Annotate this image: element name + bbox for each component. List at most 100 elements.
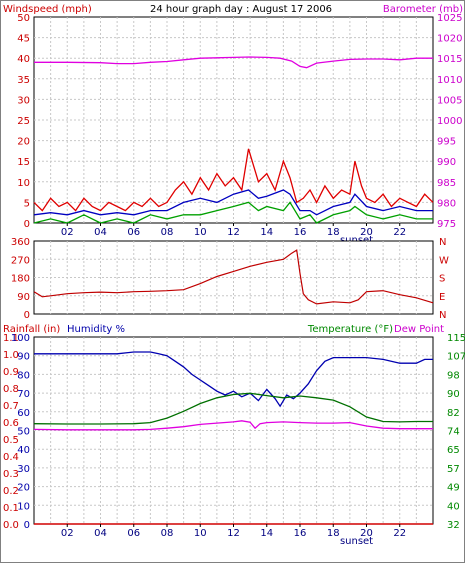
wind-baro-plot-area: [33, 16, 434, 224]
humidity-tick-label: 70: [17, 389, 30, 400]
humidity-temp-x-tick-label: 10: [194, 528, 207, 539]
temperature-tick-label: 107: [447, 352, 465, 363]
rainfall-tick-label: 1.0: [3, 350, 19, 361]
windspeed-tick-label: 30: [17, 95, 30, 106]
wind-baro-x-tick-label: 18: [327, 227, 340, 238]
barometer-tick-label: 1000: [437, 116, 462, 127]
wind-direction-tick-label: 180: [11, 274, 30, 285]
wind-series-line: [33, 148, 434, 212]
humidity-temp-x-tick-label: 04: [94, 528, 107, 539]
humidity-series-line: [34, 351, 433, 408]
temperature-tick-label: 49: [447, 483, 460, 494]
rainfall-tick-label: 0.9: [3, 367, 19, 378]
rainfall-tick-label: 0.8: [3, 384, 19, 395]
wind-direction-series-line: [33, 249, 434, 305]
humidity-temp-x-tick-label: 18: [327, 528, 340, 539]
windspeed-tick-label: 50: [17, 13, 30, 24]
temperature-tick-label: 57: [447, 464, 460, 475]
windspeed-tick-label: 35: [17, 75, 30, 86]
windspeed-tick-label: 25: [17, 116, 30, 127]
rainfall-axis-label: Rainfall (in): [3, 324, 60, 335]
windspeed-axis-label: Windspeed (mph): [3, 4, 92, 15]
compass-point-label: E: [439, 292, 445, 303]
dew-point-axis-label: Dew Point: [394, 324, 444, 335]
wind-baro-x-tick-label: 02: [61, 227, 74, 238]
wind-baro-x-tick-label: 22: [393, 227, 406, 238]
windspeed-tick-label: 15: [17, 157, 30, 168]
humidity-tick-label: 60: [17, 408, 30, 419]
humidity-temp-x-tick-label: 16: [294, 528, 307, 539]
wind-baro-x-tick-label: 20: [360, 227, 373, 238]
wind-direction-tick-label: 270: [11, 255, 30, 266]
humidity-tick-label: 80: [17, 370, 30, 381]
rainfall-tick-label: 0.2: [3, 486, 19, 497]
humidity-temp-x-tick-label: 12: [227, 528, 240, 539]
humidity-tick-label: 30: [17, 464, 30, 475]
wind-series-line: [33, 201, 433, 224]
compass-point-label: W: [439, 255, 449, 266]
barometer-tick-label: 990: [437, 157, 456, 168]
temperature-tick-label: 115: [447, 333, 465, 344]
wind-baro-x-tick-label: 16: [294, 227, 307, 238]
windspeed-tick-label: 20: [17, 137, 30, 148]
wind-baro-x-tick-label: 14: [260, 227, 273, 238]
wind-baro-x-tick-label: 04: [94, 227, 107, 238]
chart-title: 24 hour graph day : August 17 2006: [150, 4, 332, 15]
wind-baro-x-tick-label: 06: [127, 227, 140, 238]
humidity-temp-x-tick-label: 20: [360, 528, 373, 539]
humidity-tick-label: 20: [17, 483, 30, 494]
windspeed-tick-label: 40: [17, 54, 30, 65]
humidity-axis-label: Humidity %: [67, 324, 125, 335]
humidity-tick-label: 100: [11, 333, 30, 344]
humidity-tick-label: 90: [17, 352, 30, 363]
rainfall-tick-label: 0.6: [3, 418, 19, 429]
dew-point-series-line: [33, 420, 433, 431]
temperature-tick-label: 32: [447, 520, 460, 531]
rainfall-tick-label: 0.0: [3, 520, 19, 531]
barometer-tick-label: 1020: [437, 34, 462, 45]
rainfall-tick-label: 1.1: [3, 333, 19, 344]
windspeed-tick-label: 0: [24, 219, 30, 230]
barometer-tick-label: 1010: [437, 75, 462, 86]
compass-point-label: N: [439, 237, 446, 248]
barometer-tick-label: 980: [437, 198, 456, 209]
humidity-temp-x-tick-label: 02: [61, 528, 74, 539]
wind-series-line: [33, 189, 433, 216]
barometer-tick-label: 1015: [437, 54, 462, 65]
barometer-tick-label: 975: [437, 219, 456, 230]
barometer-axis-label: Barometer (mb): [383, 4, 463, 15]
temperature-axis-label: Temperature (°F): [307, 324, 393, 335]
humidity-tick-label: 10: [17, 501, 30, 512]
temperature-tick-label: 74: [447, 427, 460, 438]
wind-direction-tick-label: 0: [24, 310, 30, 321]
windspeed-tick-label: 45: [17, 34, 30, 45]
humidity-temp-x-tick-label: 08: [161, 528, 174, 539]
compass-point-label: N: [439, 310, 446, 321]
rainfall-tick-label: 0.5: [3, 435, 19, 446]
rainfall-tick-label: 0.7: [3, 401, 19, 412]
temperature-series-line: [33, 392, 433, 425]
barometer-tick-label: 995: [437, 137, 456, 148]
rainfall-tick-label: 0.3: [3, 469, 19, 480]
rainfall-tick-label: 0.1: [3, 503, 19, 514]
barometer-tick-label: 1005: [437, 95, 462, 106]
compass-point-label: S: [439, 274, 445, 285]
humidity-tick-label: 50: [17, 427, 30, 438]
temperature-tick-label: 90: [447, 389, 460, 400]
windspeed-tick-label: 10: [17, 178, 30, 189]
wind-baro-x-tick-label: 12: [227, 227, 240, 238]
wind-direction-tick-label: 360: [11, 237, 30, 248]
wind-baro-x-tick-label: 08: [161, 227, 174, 238]
barometer-series-line: [34, 56, 433, 69]
temperature-tick-label: 40: [447, 501, 460, 512]
humidity-tick-label: 0: [24, 520, 30, 531]
humidity-temp-x-tick-label: 06: [127, 528, 140, 539]
temperature-tick-label: 65: [447, 445, 460, 456]
barometer-tick-label: 1025: [437, 13, 462, 24]
humidity-tick-label: 40: [17, 445, 30, 456]
wind-baro-x-tick-label: 10: [194, 227, 207, 238]
humidity-temp-x-tick-label: 14: [260, 528, 273, 539]
rainfall-tick-label: 0.4: [3, 452, 19, 463]
